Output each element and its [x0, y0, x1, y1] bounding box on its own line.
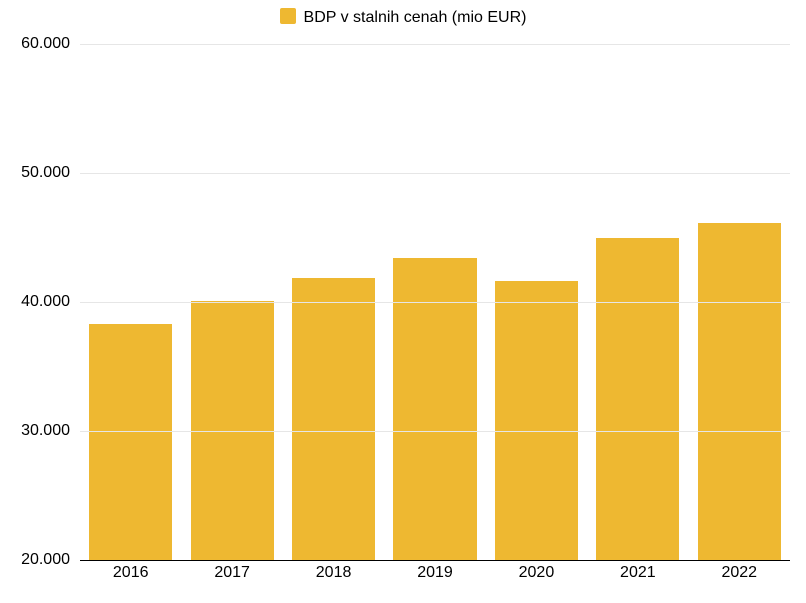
gridline: [80, 302, 790, 303]
bar: [292, 278, 375, 561]
bar: [495, 281, 578, 560]
x-axis-labels: 2016 2017 2018 2019 2020 2021 2022: [80, 564, 790, 594]
x-tick-label: 2017: [214, 564, 250, 582]
bar: [89, 324, 172, 560]
gridline: [80, 431, 790, 432]
x-tick-label: 2021: [620, 564, 656, 582]
y-axis-labels: 20.00030.00040.00050.00060.000: [0, 44, 70, 560]
bar: [698, 223, 781, 560]
legend-swatch: [280, 8, 296, 24]
bar: [596, 238, 679, 561]
bar: [393, 258, 476, 560]
y-tick-label: 30.000: [21, 422, 70, 440]
legend-label: BDP v stalnih cenah (mio EUR): [304, 9, 527, 26]
bar-chart: BDP v stalnih cenah (mio EUR) 20.000 30.0…: [0, 0, 806, 603]
y-tick-label: 60.000: [21, 35, 70, 53]
plot-area: [80, 44, 790, 561]
x-tick-label: 2019: [417, 564, 453, 582]
chart-legend: BDP v stalnih cenah (mio EUR): [0, 8, 806, 27]
x-tick-label: 2020: [519, 564, 555, 582]
gridline: [80, 44, 790, 45]
y-tick-label: 40.000: [21, 293, 70, 311]
gridline: [80, 173, 790, 174]
y-tick-label: 50.000: [21, 164, 70, 182]
x-tick-label: 2018: [316, 564, 352, 582]
x-tick-label: 2022: [721, 564, 757, 582]
x-tick-label: 2016: [113, 564, 149, 582]
y-tick-label: 20.000: [21, 551, 70, 569]
